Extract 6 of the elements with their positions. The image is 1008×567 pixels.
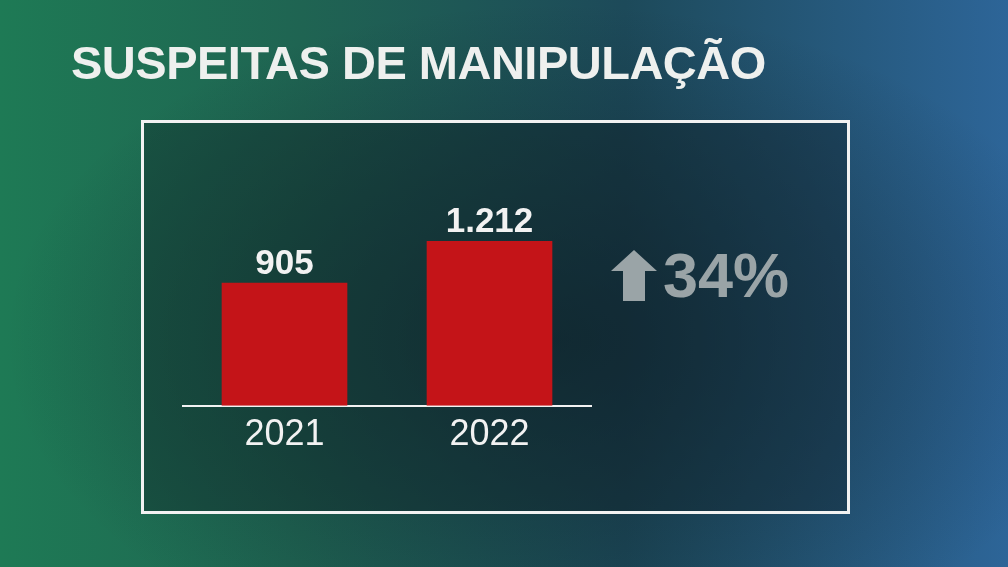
chart-title: SUSPEITAS DE MANIPULAÇÃO	[71, 35, 766, 91]
x-tick-label: 2021	[244, 412, 325, 454]
data-label: 1.212	[445, 200, 534, 239]
x-tick-label: 2022	[449, 412, 530, 454]
data-label: 905	[255, 241, 314, 281]
text: 34%	[663, 240, 790, 310]
